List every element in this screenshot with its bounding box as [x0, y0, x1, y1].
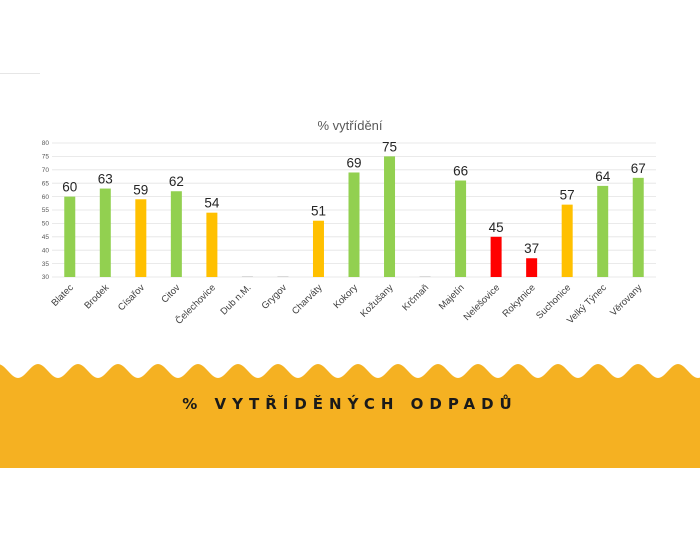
bar [64, 196, 76, 277]
bar [348, 172, 360, 277]
data-label: 59 [133, 182, 148, 197]
bar [455, 180, 467, 277]
data-label: 66 [453, 164, 468, 179]
data-label: 63 [98, 172, 113, 187]
bar [241, 276, 253, 277]
bar [597, 185, 609, 277]
chart-title: % vytřídění [317, 118, 382, 133]
data-label: 45 [489, 220, 504, 235]
y-tick-label: 40 [42, 247, 50, 254]
y-tick-label: 60 [42, 194, 50, 201]
x-tick-label: Brodek [82, 282, 111, 311]
x-tick-label: Věrovany [608, 282, 644, 318]
bar [419, 276, 431, 277]
x-tick-label: Císařov [116, 282, 147, 313]
bar [99, 188, 111, 277]
wavy-banner [0, 364, 700, 468]
x-tick-label: Citov [159, 282, 182, 305]
top-divider [0, 73, 40, 74]
y-tick-label: 50 [42, 221, 50, 228]
x-tick-label: Charváty [290, 282, 325, 317]
y-axis-ticks: 30 35 40 45 50 55 60 65 70 75 80 [42, 140, 50, 281]
data-label: 69 [346, 155, 361, 170]
y-tick-label: 75 [42, 154, 50, 161]
data-label: 75 [382, 139, 397, 154]
banner-shape [0, 364, 700, 468]
bar [561, 204, 573, 277]
data-label: 54 [204, 196, 220, 211]
y-tick-label: 30 [42, 274, 50, 281]
y-tick-label: 55 [42, 207, 50, 214]
y-tick-label: 35 [42, 261, 50, 268]
bar [312, 220, 324, 277]
x-tick-label: Nelešovice [462, 282, 503, 323]
y-tick-label: 70 [42, 167, 50, 174]
bar [526, 258, 538, 277]
x-tick-label: Kokory [331, 282, 360, 311]
x-tick-label: Dub n.M. [218, 282, 253, 317]
bar [135, 199, 147, 277]
bar [632, 177, 644, 277]
data-label: 64 [595, 169, 611, 184]
bar [206, 212, 218, 277]
bar [170, 191, 182, 277]
x-tick-label: Majetín [437, 282, 467, 312]
x-tick-label: Kožušany [358, 282, 395, 319]
bars [64, 156, 644, 277]
data-labels: 60 63 59 62 54 51 69 75 66 45 37 57 64 67 [62, 139, 646, 256]
bar [384, 156, 396, 277]
x-tick-label: Krčmaň [400, 282, 431, 313]
bar-chart: % vytřídění 30 35 40 45 50 55 60 65 70 75 80 60 63 5… [42, 118, 656, 327]
y-tick-label: 80 [42, 140, 50, 147]
x-tick-label: Blatec [49, 282, 76, 309]
gridlines [52, 142, 656, 278]
bar [490, 236, 502, 277]
data-label: 62 [169, 174, 184, 189]
data-label: 60 [62, 180, 77, 195]
data-label: 57 [560, 188, 575, 203]
banner-title: % VYTŘÍDĚNÝCH ODPADŮ [182, 395, 518, 413]
x-tick-label: Rokytnice [500, 282, 537, 319]
data-label: 37 [524, 241, 539, 256]
y-tick-label: 45 [42, 234, 50, 241]
data-label: 67 [631, 161, 646, 176]
x-tick-label: Grygov [260, 282, 290, 312]
data-label: 51 [311, 204, 326, 219]
bar [277, 276, 289, 277]
y-tick-label: 65 [42, 180, 50, 187]
